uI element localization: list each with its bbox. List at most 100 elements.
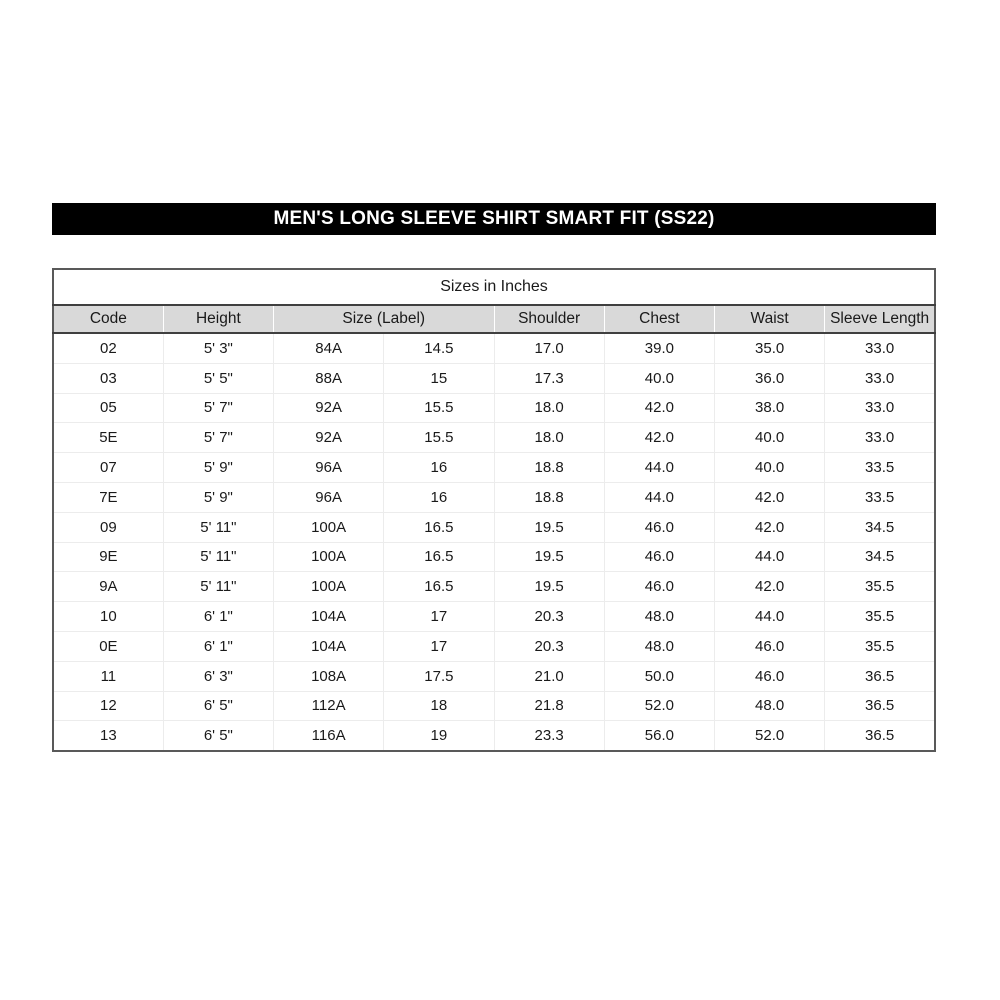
table-cell: 17 — [383, 630, 495, 662]
table-row: 07 5' 9" 96A 16 18.8 44.0 40.0 33.5 — [53, 452, 935, 483]
table-cell: 52.0 — [603, 690, 716, 722]
table-row: 11 6' 3" 108A 17.5 21.0 50.0 46.0 36.5 — [53, 660, 935, 692]
table-cell: 38.0 — [713, 392, 826, 424]
table-cell: 16.5 — [383, 511, 495, 543]
table-cell: 46.0 — [603, 571, 716, 603]
table-cell: 15 — [383, 362, 495, 394]
table-cell: 33.0 — [824, 333, 935, 364]
table-cell: 40.0 — [603, 362, 716, 394]
table-cell: 5' 11" — [162, 511, 275, 543]
table-cell: 5' 9" — [162, 452, 275, 483]
table-row: 7E 5' 9" 96A 16 18.8 44.0 42.0 33.5 — [53, 481, 935, 513]
table-cell: 23.3 — [493, 720, 605, 752]
table-cell: 5' 5" — [162, 362, 275, 394]
table-cell: 5E — [53, 422, 164, 454]
table-cell: 6' 5" — [162, 690, 275, 722]
table-cell: 104A — [272, 630, 385, 662]
table-cell: 17.3 — [493, 362, 605, 394]
table-cell: 09 — [53, 511, 164, 543]
table-cell: 42.0 — [603, 422, 716, 454]
table-cell: 100A — [272, 511, 385, 543]
table-cell: 50.0 — [603, 660, 716, 692]
table-cell: 52.0 — [713, 720, 826, 752]
table-cell: 35.5 — [824, 630, 935, 662]
table-cell: 33.0 — [824, 392, 935, 424]
table-cell: 34.5 — [824, 541, 935, 573]
table-cell: 18.0 — [493, 392, 605, 424]
table-cell: 35.5 — [824, 571, 935, 603]
table-cell: 16 — [383, 481, 495, 513]
table-cell: 05 — [53, 392, 164, 424]
table-caption-row: Sizes in Inches — [53, 269, 935, 305]
table-cell: 12 — [53, 690, 164, 722]
column-header-height: Height — [162, 304, 275, 334]
table-cell: 17.0 — [493, 333, 605, 364]
table-cell: 39.0 — [603, 333, 716, 364]
table-header-row: Code Height Size (Label) Shoulder Chest … — [52, 304, 936, 334]
table-cell: 34.5 — [824, 511, 935, 543]
table-row: 02 5' 3" 84A 14.5 17.0 39.0 35.0 33.0 — [53, 333, 935, 364]
table-row: 13 6' 5" 116A 19 23.3 56.0 52.0 36.5 — [53, 720, 935, 752]
table-cell: 19.5 — [493, 571, 605, 603]
table-cell: 17.5 — [383, 660, 495, 692]
table-cell: 44.0 — [713, 601, 826, 632]
table-cell: 16 — [383, 452, 495, 483]
table-cell: 42.0 — [713, 571, 826, 603]
table-cell: 42.0 — [713, 481, 826, 513]
table-cell: 14.5 — [383, 333, 495, 364]
table-cell: 40.0 — [713, 422, 826, 454]
table-cell: 19.5 — [493, 541, 605, 573]
table-cell: 10 — [53, 601, 164, 632]
table-cell: 88A — [272, 362, 385, 394]
table-cell: 5' 9" — [162, 481, 275, 513]
table-row: 09 5' 11" 100A 16.5 19.5 46.0 42.0 34.5 — [53, 511, 935, 543]
table-cell: 5' 11" — [162, 571, 275, 603]
table-cell: 5' 7" — [162, 392, 275, 424]
table-cell: 46.0 — [603, 511, 716, 543]
table-cell: 46.0 — [603, 541, 716, 573]
column-header-code: Code — [52, 304, 164, 334]
table-cell: 7E — [53, 481, 164, 513]
table-cell: 36.5 — [824, 720, 935, 752]
table-cell: 56.0 — [603, 720, 716, 752]
table-cell: 96A — [272, 452, 385, 483]
table-cell: 15.5 — [383, 392, 495, 424]
table-cell: 44.0 — [603, 481, 716, 513]
table-cell: 42.0 — [713, 511, 826, 543]
table-cell: 21.8 — [493, 690, 605, 722]
table-cell: 36.5 — [824, 660, 935, 692]
table-cell: 03 — [53, 362, 164, 394]
table-cell: 6' 1" — [162, 630, 275, 662]
column-header-size-label: Size (Label) — [273, 304, 495, 334]
table-cell: 20.3 — [493, 601, 605, 632]
table-row: 03 5' 5" 88A 15 17.3 40.0 36.0 33.0 — [53, 362, 935, 394]
table-head: Sizes in Inches Code Height Size (Label)… — [52, 269, 936, 334]
table-cell: 44.0 — [713, 541, 826, 573]
table-cell: 116A — [272, 720, 385, 752]
table-cell: 20.3 — [493, 630, 605, 662]
table-row: 0E 6' 1" 104A 17 20.3 48.0 46.0 35.5 — [53, 630, 935, 662]
chart-title-bar: MEN'S LONG SLEEVE SHIRT SMART FIT (SS22) — [52, 203, 936, 235]
table-cell: 18 — [383, 690, 495, 722]
table-cell: 108A — [272, 660, 385, 692]
table-cell: 19 — [383, 720, 495, 752]
table-row: 9E 5' 11" 100A 16.5 19.5 46.0 44.0 34.5 — [53, 541, 935, 573]
table-cell: 5' 7" — [162, 422, 275, 454]
table-cell: 6' 1" — [162, 601, 275, 632]
table-cell: 18.8 — [493, 452, 605, 483]
column-header-sleeve-length: Sleeve Length — [824, 304, 936, 334]
table-cell: 15.5 — [383, 422, 495, 454]
table-cell: 5' 3" — [162, 333, 275, 364]
column-header-waist: Waist — [713, 304, 826, 334]
table-cell: 07 — [53, 452, 164, 483]
table-cell: 33.0 — [824, 362, 935, 394]
table-cell: 36.5 — [824, 690, 935, 722]
table-cell: 6' 3" — [162, 660, 275, 692]
table-cell: 44.0 — [603, 452, 716, 483]
table-cell: 11 — [53, 660, 164, 692]
table-cell: 33.5 — [824, 452, 935, 483]
table-cell: 112A — [272, 690, 385, 722]
table-cell: 46.0 — [713, 630, 826, 662]
size-chart-table: Sizes in Inches Code Height Size (Label)… — [52, 268, 936, 753]
